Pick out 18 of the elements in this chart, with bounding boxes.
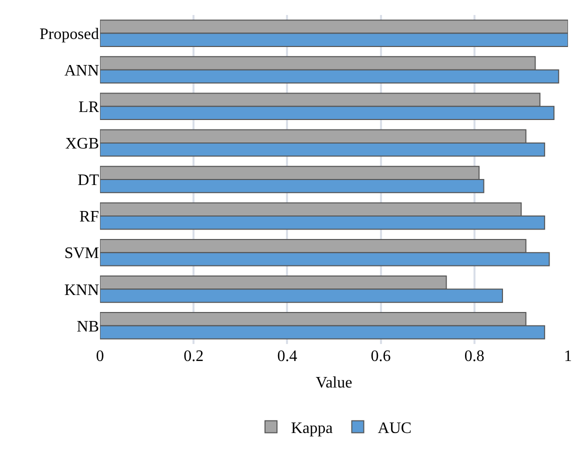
y-tick-label: LR <box>78 98 100 116</box>
x-tick-label: 0.2 <box>184 348 204 365</box>
y-tick-label: ANN <box>64 62 100 80</box>
y-tick-label: NB <box>76 318 99 336</box>
x-axis-title: Value <box>316 374 352 392</box>
y-tick-label: RF <box>79 208 100 226</box>
y-tick-label: DT <box>78 172 100 190</box>
y-tick-label: SVM <box>64 245 99 262</box>
x-tick-label: 1 <box>564 348 572 365</box>
legend-label: AUC <box>378 420 412 437</box>
x-tick-label: 0 <box>96 348 104 365</box>
y-tick-label: XGB <box>65 136 99 153</box>
x-tick-label: 0.4 <box>277 348 298 365</box>
legend-label: Kappa <box>291 420 333 437</box>
x-tick-label: 0.8 <box>464 348 484 365</box>
y-tick-label: KNN <box>64 282 100 299</box>
x-tick-label: 0.6 <box>370 348 391 365</box>
y-tick-label: Proposed <box>39 26 99 43</box>
